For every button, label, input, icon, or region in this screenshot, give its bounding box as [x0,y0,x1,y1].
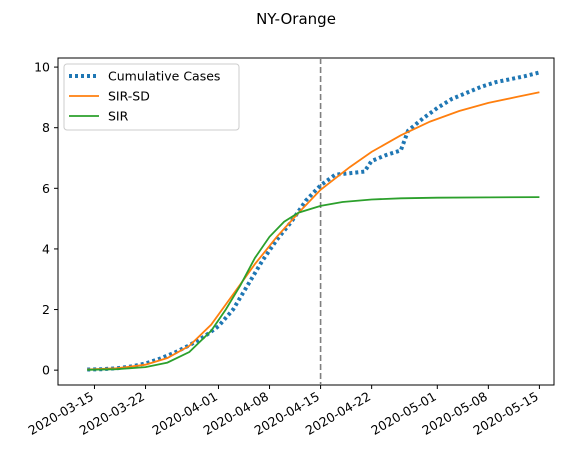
plot-area [57,57,555,386]
series-line-cumulative-cases [87,70,540,372]
series-line-sir-sd [87,91,540,371]
y-tick-label: 10 [34,60,50,75]
series-layer [87,70,540,372]
y-tick-label: 8 [42,120,50,135]
legend-label: Cumulative Cases [108,69,220,84]
chart-title: NY-Orange [256,10,336,28]
y-tick-label: 6 [42,181,50,196]
y-tick-label: 2 [42,302,50,317]
series-line-sir [87,196,540,371]
y-tick-label: 4 [42,241,50,256]
legend-label: SIR-SD [108,89,150,104]
y-tick-label: 0 [42,363,50,378]
legend-label: SIR [108,109,129,124]
y-axis: 0 2 4 6 8 10 [34,60,58,378]
legend-box [63,63,240,131]
legend: Cumulative Cases SIR-SD SIR [63,63,240,131]
